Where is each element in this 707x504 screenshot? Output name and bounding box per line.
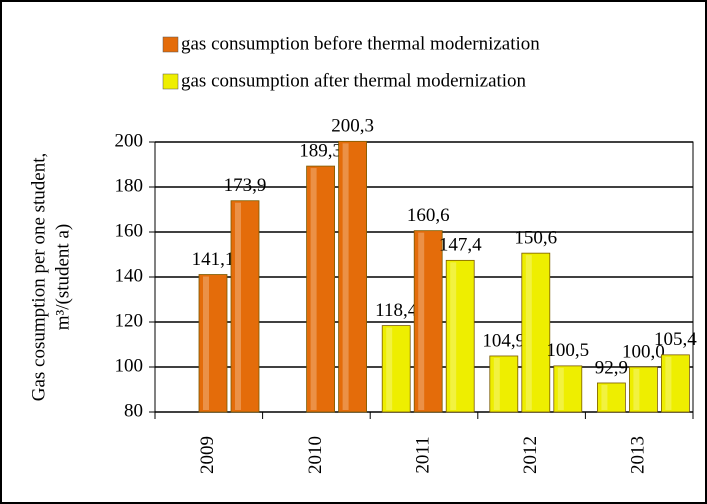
value-label: 189,3 xyxy=(299,140,342,161)
value-label: 173,9 xyxy=(224,175,267,196)
bar-highlight xyxy=(633,369,640,410)
value-label: 92,9 xyxy=(595,357,628,378)
bar xyxy=(521,252,551,413)
bar-highlight xyxy=(418,232,425,410)
y-axis-label: Gas cosumption per one student, xyxy=(28,153,49,402)
value-label: 141,1 xyxy=(192,249,235,270)
bar xyxy=(306,165,336,413)
y-tick-label: 200 xyxy=(115,130,144,151)
bar xyxy=(629,366,658,413)
bar-highlight xyxy=(342,143,349,410)
value-label: 105,4 xyxy=(654,329,697,350)
y-tick-label: 80 xyxy=(124,400,143,421)
legend-swatch xyxy=(162,36,179,53)
bar xyxy=(230,200,260,413)
bar-highlight xyxy=(310,168,317,410)
bar-highlight xyxy=(203,276,209,410)
x-tick-label: 2013 xyxy=(628,436,649,474)
value-label: 104,9 xyxy=(482,330,525,351)
legend-label: gas consumption before thermal moderniza… xyxy=(181,33,540,54)
value-label: 160,6 xyxy=(407,205,450,226)
bar xyxy=(597,382,626,413)
bar xyxy=(381,325,411,413)
legend-label: gas consumption after thermal modernizat… xyxy=(181,70,527,91)
bar-highlight xyxy=(665,356,672,410)
y-tick-label: 120 xyxy=(115,310,144,331)
x-tick-label: 2011 xyxy=(412,436,433,473)
value-label: 150,6 xyxy=(514,228,557,249)
bar-highlight xyxy=(493,357,500,410)
x-tick-label: 2009 xyxy=(197,436,218,474)
bar xyxy=(553,365,583,413)
bar xyxy=(413,230,443,413)
bar xyxy=(445,259,475,413)
bar-highlight xyxy=(525,255,532,410)
bar xyxy=(661,354,690,413)
y-axis-label: m³/(student a) xyxy=(52,224,73,330)
bar-highlight xyxy=(386,327,393,410)
y-tick-label: 100 xyxy=(115,355,144,376)
x-tick-label: 2012 xyxy=(520,436,541,474)
x-tick-label: 2010 xyxy=(305,436,326,474)
legend-swatch xyxy=(162,73,179,90)
bar-highlight xyxy=(557,367,564,410)
value-label: 200,3 xyxy=(331,116,374,137)
y-tick-label: 160 xyxy=(115,220,144,241)
value-label: 100,0 xyxy=(622,341,665,362)
bar-highlight xyxy=(450,262,457,410)
y-tick-label: 180 xyxy=(115,175,144,196)
value-label: 147,4 xyxy=(439,235,482,256)
value-label: 118,4 xyxy=(375,300,418,321)
y-tick-label: 140 xyxy=(115,265,144,286)
bar xyxy=(489,355,519,413)
bar-highlight xyxy=(601,384,608,410)
bar xyxy=(198,274,228,413)
bar-highlight xyxy=(235,202,241,410)
value-label: 100,5 xyxy=(546,340,589,361)
bar xyxy=(338,140,368,413)
